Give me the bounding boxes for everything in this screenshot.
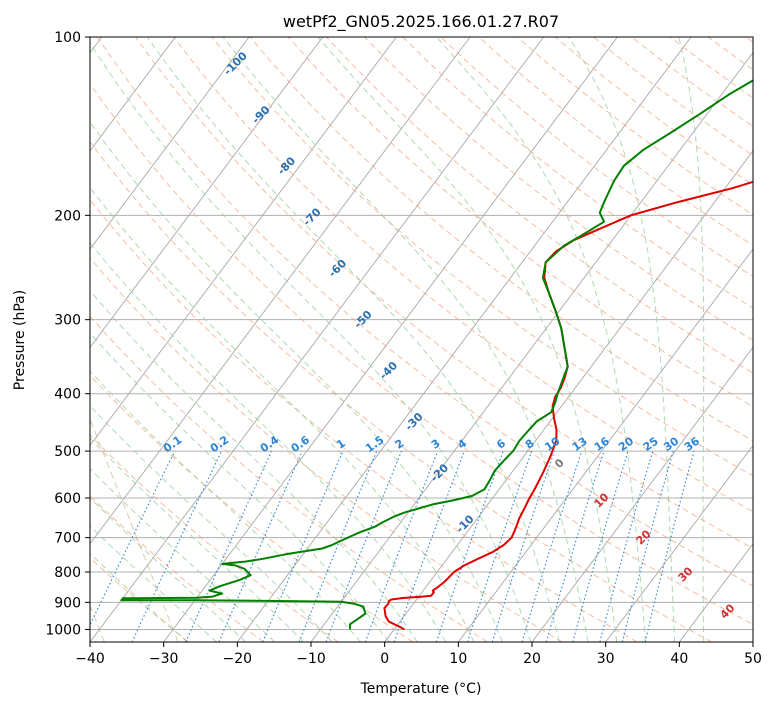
mixing-ratio-line <box>599 450 654 642</box>
dry-adiabat-line <box>402 37 753 309</box>
isotherm-line <box>605 444 753 642</box>
mixing-ratio-line <box>218 450 303 642</box>
dry-adiabat-line <box>364 37 753 341</box>
dry-adiabat-line <box>90 83 753 625</box>
mixing-ratio-line <box>435 450 504 642</box>
x-tick-label: 50 <box>744 651 762 667</box>
mixing-ratio-line <box>545 450 605 642</box>
dry-adiabat-line <box>90 257 563 642</box>
x-tick-label: 10 <box>449 651 467 667</box>
moist-adiabat-line <box>90 41 532 642</box>
chart-title: wetPf2_GN05.2025.166.01.27.R07 <box>283 12 559 32</box>
y-tick-label: 800 <box>54 565 81 581</box>
y-tick-label: 1000 <box>45 622 81 638</box>
moist-adiabat-line <box>90 121 503 642</box>
dry-adiabat-line <box>90 374 414 642</box>
isotherm-line <box>384 150 753 642</box>
dry-adiabat-line <box>96 37 753 587</box>
y-tick-label: 200 <box>54 208 81 224</box>
mixing-ratio-line <box>185 450 273 642</box>
mixing-ratio-line <box>521 450 583 642</box>
moist-adiabat-line <box>678 37 705 642</box>
mixing-ratio-line <box>491 450 555 642</box>
moist-adiabat-line <box>90 332 390 642</box>
mixing-ratio-line <box>90 450 176 627</box>
moist-adiabat-line <box>90 290 418 642</box>
y-tick-label: 500 <box>54 444 81 460</box>
mixing-ratio-line <box>572 450 629 642</box>
isotherm-line <box>90 37 397 447</box>
mixing-ratio-line <box>364 450 439 642</box>
isotherm-line <box>90 37 471 545</box>
mixing-ratio-line <box>466 450 533 642</box>
moist-adiabat-line <box>146 37 560 642</box>
y-tick-label: 300 <box>54 313 81 329</box>
isotherm-line <box>90 37 250 250</box>
x-tick-label: −10 <box>296 651 326 667</box>
plot-frame <box>89 36 754 643</box>
y-tick-label: 100 <box>54 30 81 46</box>
x-tick-label: 0 <box>380 651 389 667</box>
moist-adiabat-line <box>90 405 333 642</box>
moist-adiabat-line <box>317 37 618 642</box>
x-tick-label: −30 <box>149 651 179 667</box>
moist-adiabat-line <box>222 37 589 642</box>
isotherm-line <box>310 51 753 642</box>
x-tick-label: −20 <box>223 651 253 667</box>
y-tick-label: 400 <box>54 387 81 403</box>
isotherm-line <box>163 37 618 642</box>
temperature-profile-line <box>383 180 753 631</box>
moist-adiabat-line <box>90 242 447 642</box>
y-tick-label: 900 <box>54 595 81 611</box>
x-axis-label: Temperature (°C) <box>360 681 482 697</box>
mixing-ratio-line <box>262 450 344 642</box>
x-tick-label: −40 <box>75 651 105 667</box>
y-axis-label: Pressure (hPa) <box>12 290 28 390</box>
dewpoint-profile-line <box>120 79 753 630</box>
moist-adiabat-line <box>568 37 676 642</box>
mixing-ratio-line <box>621 450 674 642</box>
moist-adiabat-line <box>90 186 475 642</box>
dry-adiabat-line <box>173 37 753 513</box>
mixing-ratio-line <box>325 450 403 642</box>
mixing-ratio-line <box>393 450 465 642</box>
isotherm-line <box>90 37 176 152</box>
dry-adiabat-line <box>90 198 638 642</box>
mixing-ratio-line <box>298 450 378 642</box>
dry-adiabat-line <box>211 37 753 477</box>
dry-adiabat-line <box>135 37 753 550</box>
x-tick-label: 20 <box>523 651 541 667</box>
mixing-ratio-line <box>644 450 695 642</box>
moist-adiabat-line <box>436 37 647 642</box>
dry-adiabat-line <box>90 140 712 642</box>
y-tick-label: 700 <box>54 531 81 547</box>
isotherm-line <box>531 346 753 642</box>
isotherm-line <box>236 37 692 642</box>
x-tick-label: 30 <box>597 651 615 667</box>
y-tick-label: 600 <box>54 491 81 507</box>
x-tick-label: 40 <box>670 651 688 667</box>
isotherm-line <box>457 248 753 642</box>
isotherm-line <box>90 37 545 642</box>
dry-adiabat-line <box>249 37 753 442</box>
